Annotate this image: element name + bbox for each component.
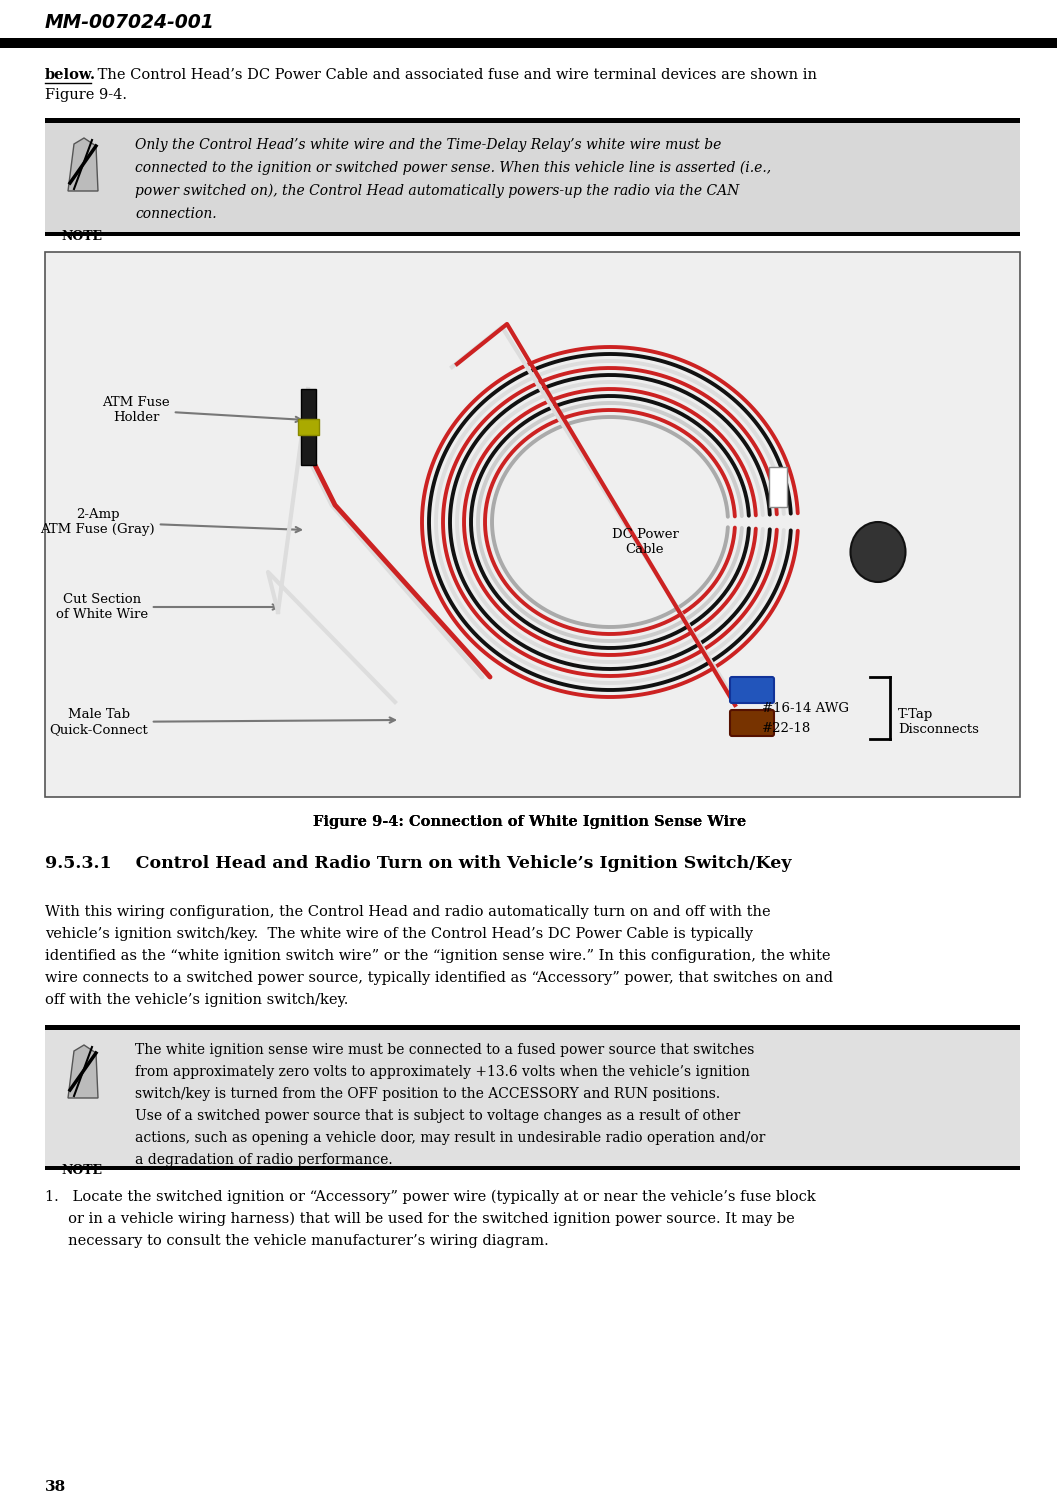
Text: Male Tab
Quick-Connect: Male Tab Quick-Connect [50, 709, 395, 736]
Text: 2-Amp
ATM Fuse (Gray): 2-Amp ATM Fuse (Gray) [40, 508, 301, 537]
Text: The white ignition sense wire must be connected to a fused power source that swi: The white ignition sense wire must be co… [135, 1044, 755, 1057]
Bar [0, 37, 1057, 48]
Text: The Control Head’s DC Power Cable and associated fuse and wire terminal devices : The Control Head’s DC Power Cable and as… [93, 67, 817, 82]
Text: Cut Section
of White Wire: Cut Section of White Wire [56, 594, 278, 620]
Bar [45, 118, 1020, 236]
Bar [45, 253, 1020, 797]
Text: below.: below. [45, 67, 96, 82]
Text: With this wiring configuration, the Control Head and radio automatically turn on: With this wiring configuration, the Cont… [45, 904, 771, 919]
Text: NOTE: NOTE [61, 1165, 103, 1177]
Text: ATM Fuse
Holder: ATM Fuse Holder [103, 396, 301, 425]
Ellipse shape [851, 522, 906, 582]
Text: from approximately zero volts to approximately +13.6 volts when the vehicle’s ig: from approximately zero volts to approxi… [135, 1064, 749, 1079]
Text: 38: 38 [45, 1480, 67, 1494]
Text: #16-14 AWG: #16-14 AWG [762, 703, 849, 716]
FancyBboxPatch shape [730, 710, 774, 736]
Polygon shape [68, 138, 98, 191]
Text: actions, such as opening a vehicle door, may result in undesirable radio operati: actions, such as opening a vehicle door,… [135, 1132, 765, 1145]
Text: Figure 9-4.: Figure 9-4. [45, 88, 127, 102]
Bar [769, 466, 787, 507]
Polygon shape [68, 1045, 98, 1097]
Text: 9.5.3.1    Control Head and Radio Turn on with Vehicle’s Ignition Switch/Key: 9.5.3.1 Control Head and Radio Turn on w… [45, 855, 792, 872]
Bar [45, 1026, 1020, 1171]
Text: identified as the “white ignition switch wire” or the “ignition sense wire.” In : identified as the “white ignition switch… [45, 949, 831, 963]
Bar [298, 419, 319, 435]
Text: wire connects to a switched power source, typically identified as “Accessory” po: wire connects to a switched power source… [45, 970, 833, 985]
Text: connected to the ignition or switched power sense. When this vehicle line is ass: connected to the ignition or switched po… [135, 161, 772, 175]
Text: vehicle’s ignition switch/key.  The white wire of the Control Head’s DC Power Ca: vehicle’s ignition switch/key. The white… [45, 927, 753, 940]
Text: or in a vehicle wiring harness) that will be used for the switched ignition powe: or in a vehicle wiring harness) that wil… [45, 1212, 795, 1226]
Text: T-Tap
Disconnects: T-Tap Disconnects [898, 709, 979, 736]
Text: DC Power
Cable: DC Power Cable [612, 528, 679, 556]
Text: #22-18: #22-18 [762, 722, 812, 736]
Bar [45, 1026, 1020, 1030]
Bar [45, 232, 1020, 236]
Bar [301, 389, 316, 465]
Text: power switched on), the Control Head automatically powers-up the radio via the C: power switched on), the Control Head aut… [135, 184, 739, 199]
Text: connection.: connection. [135, 206, 217, 221]
Bar [45, 1166, 1020, 1171]
Text: Use of a switched power source that is subject to voltage changes as a result of: Use of a switched power source that is s… [135, 1109, 740, 1123]
Text: NOTE: NOTE [61, 230, 103, 244]
Text: Figure 9-4: Connection of White Ignition Sense Wire: Figure 9-4: Connection of White Ignition… [313, 815, 746, 830]
Text: switch/key is turned from the OFF position to the ACCESSORY and RUN positions.: switch/key is turned from the OFF positi… [135, 1087, 720, 1100]
Bar [45, 118, 1020, 123]
Text: Only the Control Head’s white wire and the Time-Delay Relay’s white wire must be: Only the Control Head’s white wire and t… [135, 138, 721, 152]
FancyBboxPatch shape [730, 677, 774, 703]
Text: necessary to consult the vehicle manufacturer’s wiring diagram.: necessary to consult the vehicle manufac… [45, 1233, 549, 1248]
Text: 1.   Locate the switched ignition or “Accessory” power wire (typically at or nea: 1. Locate the switched ignition or “Acce… [45, 1190, 816, 1205]
Text: Figure 9-4: Connection of White Ignition Sense Wire: Figure 9-4: Connection of White Ignition… [313, 815, 746, 830]
Text: MM-007024-001: MM-007024-001 [45, 12, 215, 31]
Text: a degradation of radio performance.: a degradation of radio performance. [135, 1153, 392, 1168]
Text: off with the vehicle’s ignition switch/key.: off with the vehicle’s ignition switch/k… [45, 993, 349, 1008]
